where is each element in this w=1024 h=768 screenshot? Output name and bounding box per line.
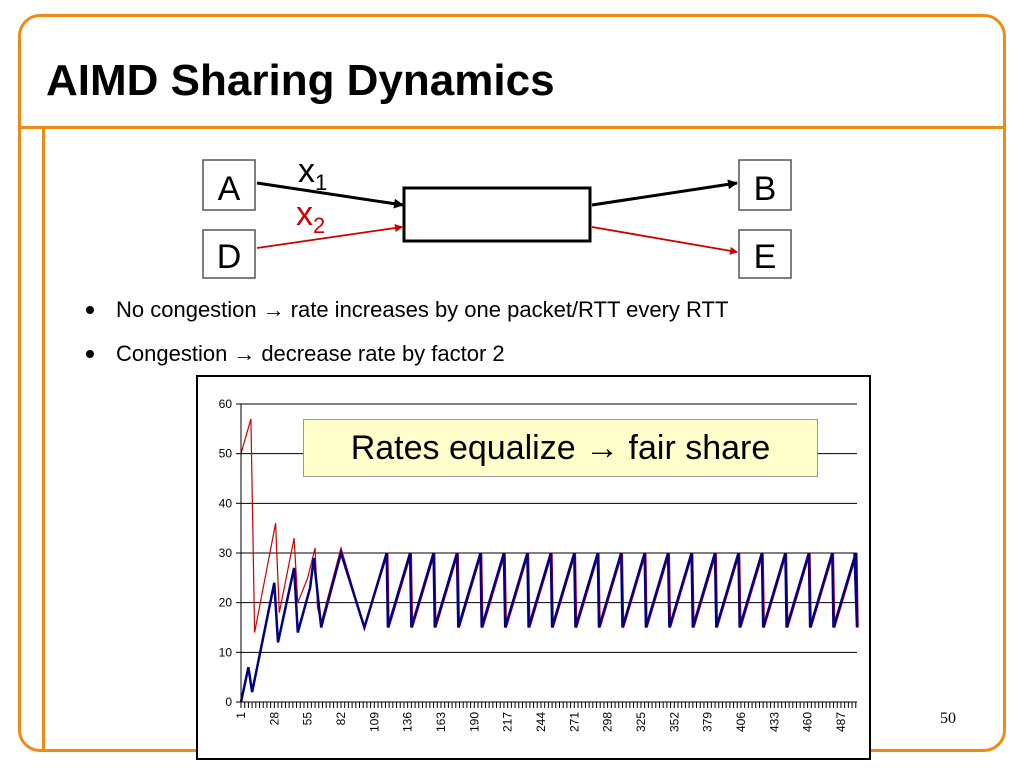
right-arrow-icon: → [233,341,256,366]
fair-share-callout: Rates equalize → fair share [303,419,818,477]
node-e-box [738,229,792,279]
slide-title: AIMD Sharing Dynamics [46,56,555,105]
y-tick-label: 60 [219,397,233,411]
node-d-label: D [217,238,242,276]
page-number: 50 [940,710,956,727]
x-tick-label: 82 [334,712,348,726]
x-tick-label: 325 [634,712,648,732]
flow1-in-arrow [256,181,404,209]
right-arrow-icon: → [262,297,285,322]
node-a-box [202,159,256,211]
x-tick-label: 217 [501,712,515,732]
bullet-dot [86,350,94,358]
x-tick-label: 190 [467,712,481,732]
node-d-box [202,229,256,279]
y-tick-label: 40 [219,496,233,510]
y-tick-label: 50 [219,447,233,461]
x-tick-label: 28 [267,712,281,726]
bullet-text-before: No congestion [116,297,257,322]
y-tick-label: 10 [219,645,233,659]
flow2-out-arrow [591,226,738,255]
flow1-out-arrow [591,179,738,207]
flow2-label: x2 [296,195,325,238]
y-tick-label: 30 [219,546,233,560]
node-b-label: B [754,170,777,208]
bullet-dot [86,306,94,314]
side-divider [42,128,45,752]
x-tick-label: 352 [667,712,681,732]
x-tick-label: 379 [701,712,715,732]
x-tick-label: 55 [301,712,315,726]
title-divider [18,126,1006,129]
bullet-list: No congestion → rate increases by one pa… [86,288,986,376]
bullet-item: Congestion → decrease rate by factor 2 [86,332,986,376]
x-tick-label: 298 [601,712,615,732]
x-tick-label: 244 [534,712,548,732]
flow1-label: x1 [298,152,327,195]
flow2-in-arrow [256,224,403,249]
y-tick-label: 20 [219,596,233,610]
x-tick-label: 433 [767,712,781,732]
bullet-item: No congestion → rate increases by one pa… [86,288,986,332]
bullet-text-before: Congestion [116,341,228,366]
x-tick-label: 109 [367,712,381,732]
x-tick-label: 163 [434,712,448,732]
x-tick-label: 136 [401,712,415,732]
node-a-label: A [218,170,241,208]
router-box [402,186,592,243]
node-b-box [738,159,792,211]
node-e-label: E [754,238,777,276]
x-tick-label: 1 [234,712,248,719]
series-line-2 [239,548,859,703]
y-tick-label: 0 [225,695,232,709]
bullet-text-after: decrease rate by factor 2 [261,341,505,366]
x-tick-label: 406 [734,712,748,732]
x-tick-label: 460 [801,712,815,732]
x-tick-label: 271 [567,712,581,732]
x-tick-label: 487 [834,712,848,732]
network-diagram: A D B E x1 x2 [202,152,792,279]
bullet-text-after: rate increases by one packet/RTT every R… [290,297,729,322]
